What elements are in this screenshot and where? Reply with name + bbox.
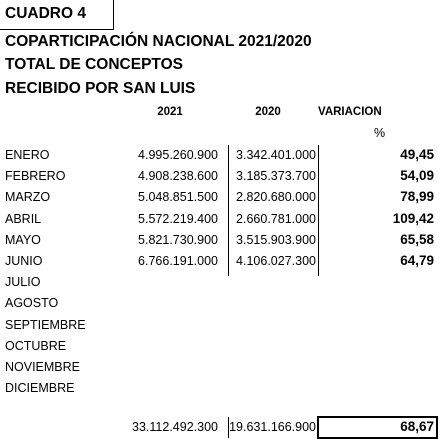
table-cell: 4.908.238.600 xyxy=(138,169,218,184)
table-cell: 64,79 xyxy=(400,253,434,268)
total-box xyxy=(317,416,319,439)
total-box xyxy=(317,437,438,439)
month-label: JULIO xyxy=(5,275,41,290)
box-title: CUADRO 4 xyxy=(5,5,86,22)
subtitle: TOTAL DE CONCEPTOS xyxy=(5,56,183,73)
table-cell: 49,45 xyxy=(400,147,434,162)
total-cell: 68,67 xyxy=(400,419,434,434)
column-header: 2021 xyxy=(157,106,183,118)
column-header: 2020 xyxy=(255,106,281,118)
table-cell: 3.342.401.000 xyxy=(236,148,316,162)
month-label: ABRIL xyxy=(5,211,42,226)
month-label: MARZO xyxy=(5,190,51,205)
table-cell: 54,09 xyxy=(400,168,434,184)
unit-label: % xyxy=(374,126,386,140)
total-cell: 33.112.492.300 xyxy=(132,420,218,434)
month-label: FEBRERO xyxy=(5,169,66,184)
total-cell: 19.631.166.900 xyxy=(229,420,316,434)
table-cell: 109,42 xyxy=(392,210,434,226)
table-cell: 3.185.373.700 xyxy=(236,169,316,184)
table-cell: 4.106.027.300 xyxy=(236,254,316,268)
table-cell: 5.048.851.500 xyxy=(138,190,218,205)
table-cell: 4.995.260.900 xyxy=(138,148,218,162)
cell-border xyxy=(228,417,229,438)
table-cell: 5.572.219.400 xyxy=(138,211,218,226)
month-label: NOVIEMBRE xyxy=(5,360,81,374)
month-label: ENERO xyxy=(5,148,50,162)
month-label: SEPTIEMBRE xyxy=(5,317,86,332)
table-cell: 5.821.730.900 xyxy=(138,232,218,247)
cell-border xyxy=(318,145,319,277)
total-box xyxy=(317,416,438,418)
table-cell: 2.660.781.000 xyxy=(236,211,316,226)
box-border xyxy=(0,29,114,30)
month-label: DICIEMBRE xyxy=(5,381,75,396)
subtitle: RECIBIDO POR SAN LUIS xyxy=(5,80,196,97)
box-border xyxy=(113,0,114,30)
table-cell: 78,99 xyxy=(400,189,434,205)
table-cell: 6.766.191.000 xyxy=(138,254,218,268)
month-label: MAYO xyxy=(5,232,41,247)
month-label: OCTUBRE xyxy=(5,338,67,353)
month-label: AGOSTO xyxy=(5,296,59,311)
month-label: JUNIO xyxy=(5,254,43,268)
column-header: VARIACION xyxy=(318,106,382,118)
table-cell: 3.515.903.900 xyxy=(236,232,316,247)
table-cell: 2.820.680.000 xyxy=(236,190,316,205)
total-box xyxy=(436,416,438,439)
table-cell: 65,58 xyxy=(400,231,434,247)
cell-border xyxy=(228,145,229,277)
title: COPARTICIPACIÓN NACIONAL 2021/2020 xyxy=(5,33,312,50)
